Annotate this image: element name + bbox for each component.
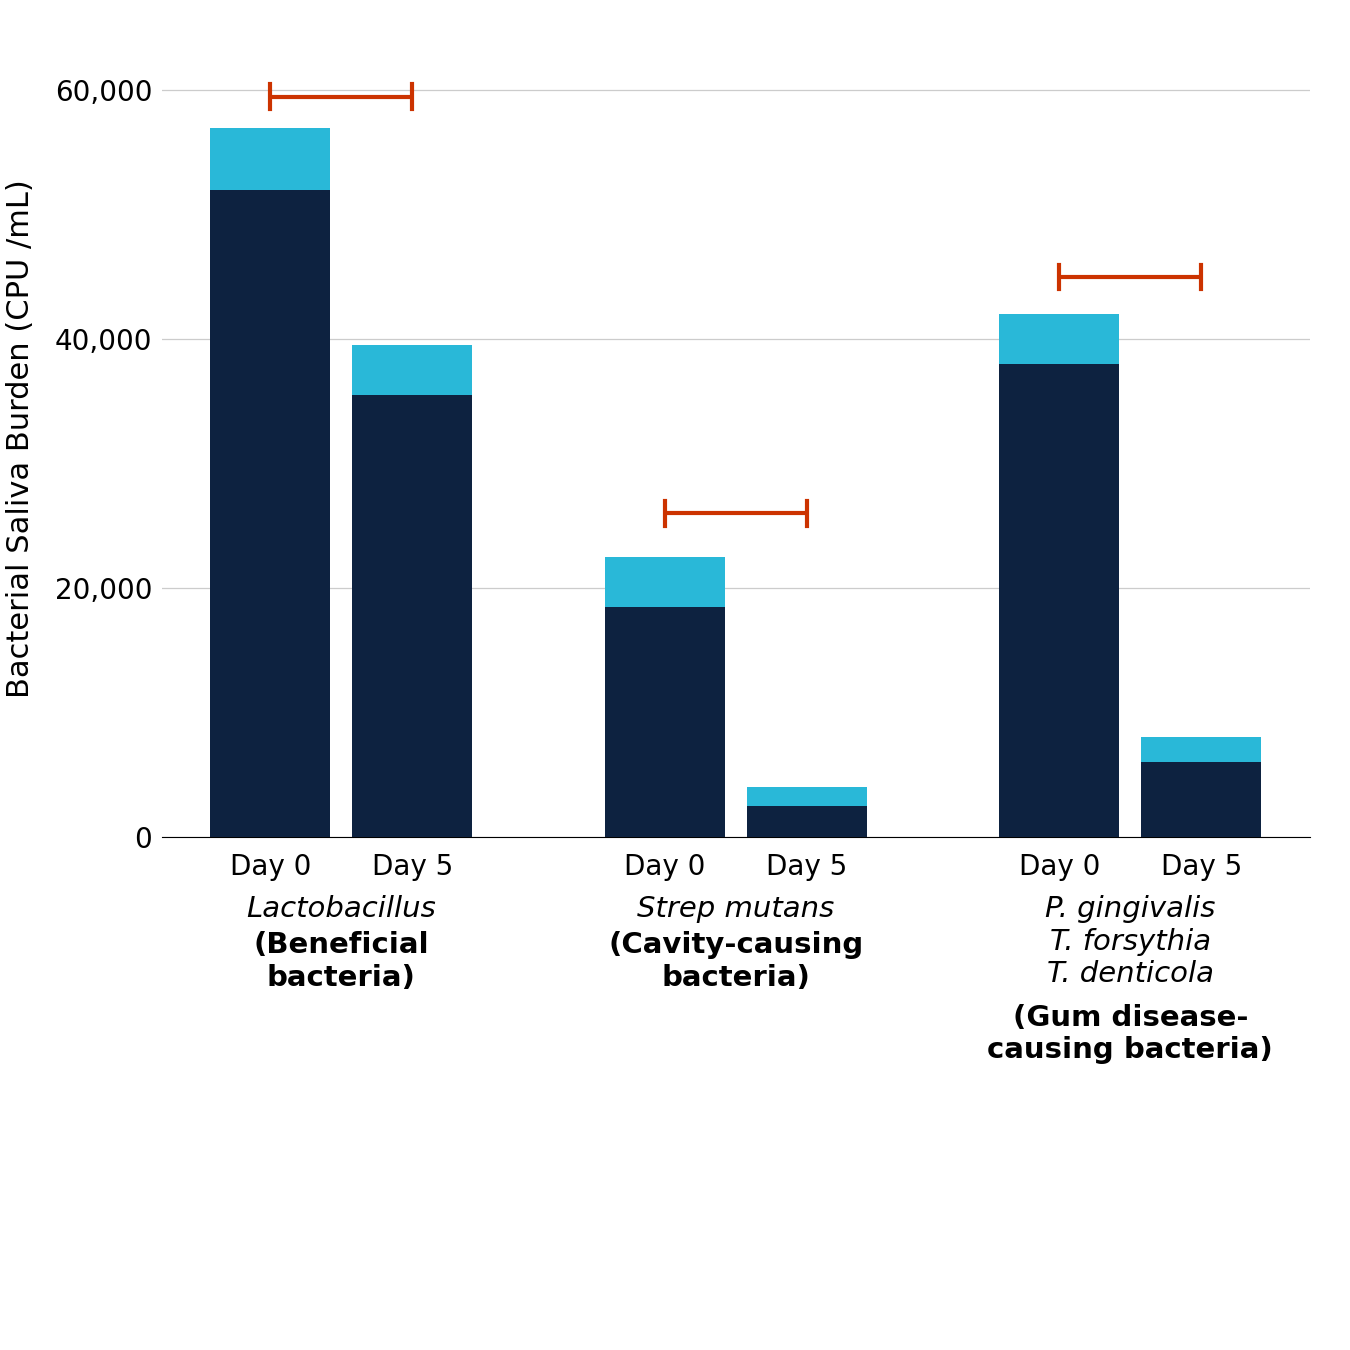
Text: Lactobacillus: Lactobacillus	[246, 895, 436, 923]
Bar	[352, 346, 472, 396]
Bar	[1141, 763, 1261, 837]
Text: (Gum disease-
causing bacteria): (Gum disease- causing bacteria)	[987, 1003, 1273, 1064]
Y-axis label: Bacterial Saliva Burden (CPU /mL): Bacterial Saliva Burden (CPU /mL)	[7, 180, 35, 698]
Bar	[999, 315, 1119, 364]
Bar	[605, 558, 725, 606]
Bar	[605, 606, 725, 837]
Bar	[747, 787, 867, 806]
Bar	[1141, 737, 1261, 763]
Text: P. gingivalis
T. forsythia
T. denticola: P. gingivalis T. forsythia T. denticola	[1045, 895, 1215, 988]
Bar	[747, 806, 867, 837]
Bar	[352, 396, 472, 837]
Text: (Beneficial
bacteria): (Beneficial bacteria)	[254, 931, 429, 992]
Text: Strep mutans: Strep mutans	[637, 895, 834, 923]
Bar	[211, 190, 331, 837]
Bar	[999, 364, 1119, 837]
Bar	[211, 128, 331, 190]
Text: (Cavity-causing
bacteria): (Cavity-causing bacteria)	[608, 931, 864, 992]
